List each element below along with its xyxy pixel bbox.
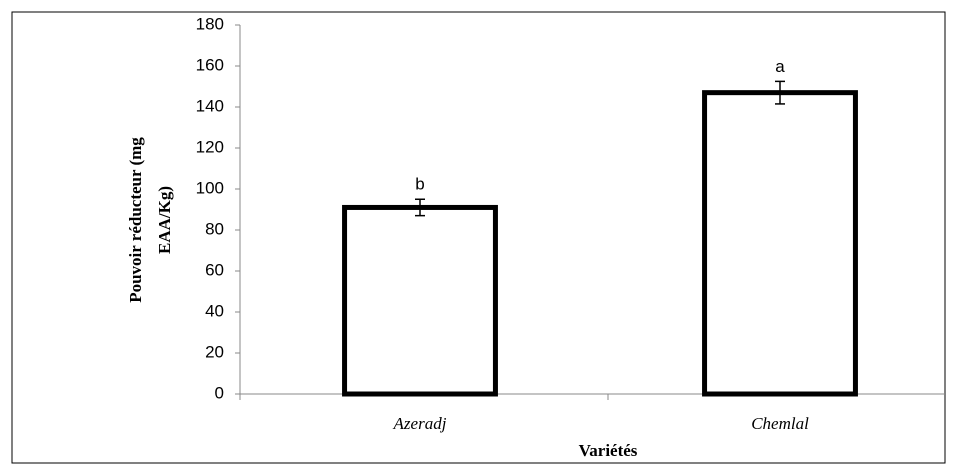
y-axis-label: Pouvoir réducteur (mg [126, 137, 145, 303]
y-tick-label: 0 [215, 383, 224, 402]
y-tick-label: 140 [196, 96, 224, 115]
x-tick-label: Chemlal [751, 414, 809, 433]
annotation: b [415, 175, 424, 194]
y-tick-label: 40 [205, 301, 224, 320]
y-axis-label: EAA/Kg) [155, 186, 174, 254]
x-axis-label: Variétés [579, 441, 638, 460]
error-bar [415, 198, 425, 217]
error-bar [775, 80, 785, 105]
y-tick-label: 60 [205, 260, 224, 279]
y-tick-label: 100 [196, 178, 224, 197]
chart-border [11, 11, 946, 464]
y-tick-label: 180 [196, 14, 224, 33]
bar [702, 90, 858, 397]
y-tick-label: 160 [196, 55, 224, 74]
y-tick-label: 80 [205, 219, 224, 238]
y-tick-label: 20 [205, 342, 224, 361]
x-tick-label: Azeradj [393, 414, 447, 433]
annotation: a [775, 57, 785, 76]
bar [342, 204, 498, 397]
y-tick-label: 120 [196, 137, 224, 156]
